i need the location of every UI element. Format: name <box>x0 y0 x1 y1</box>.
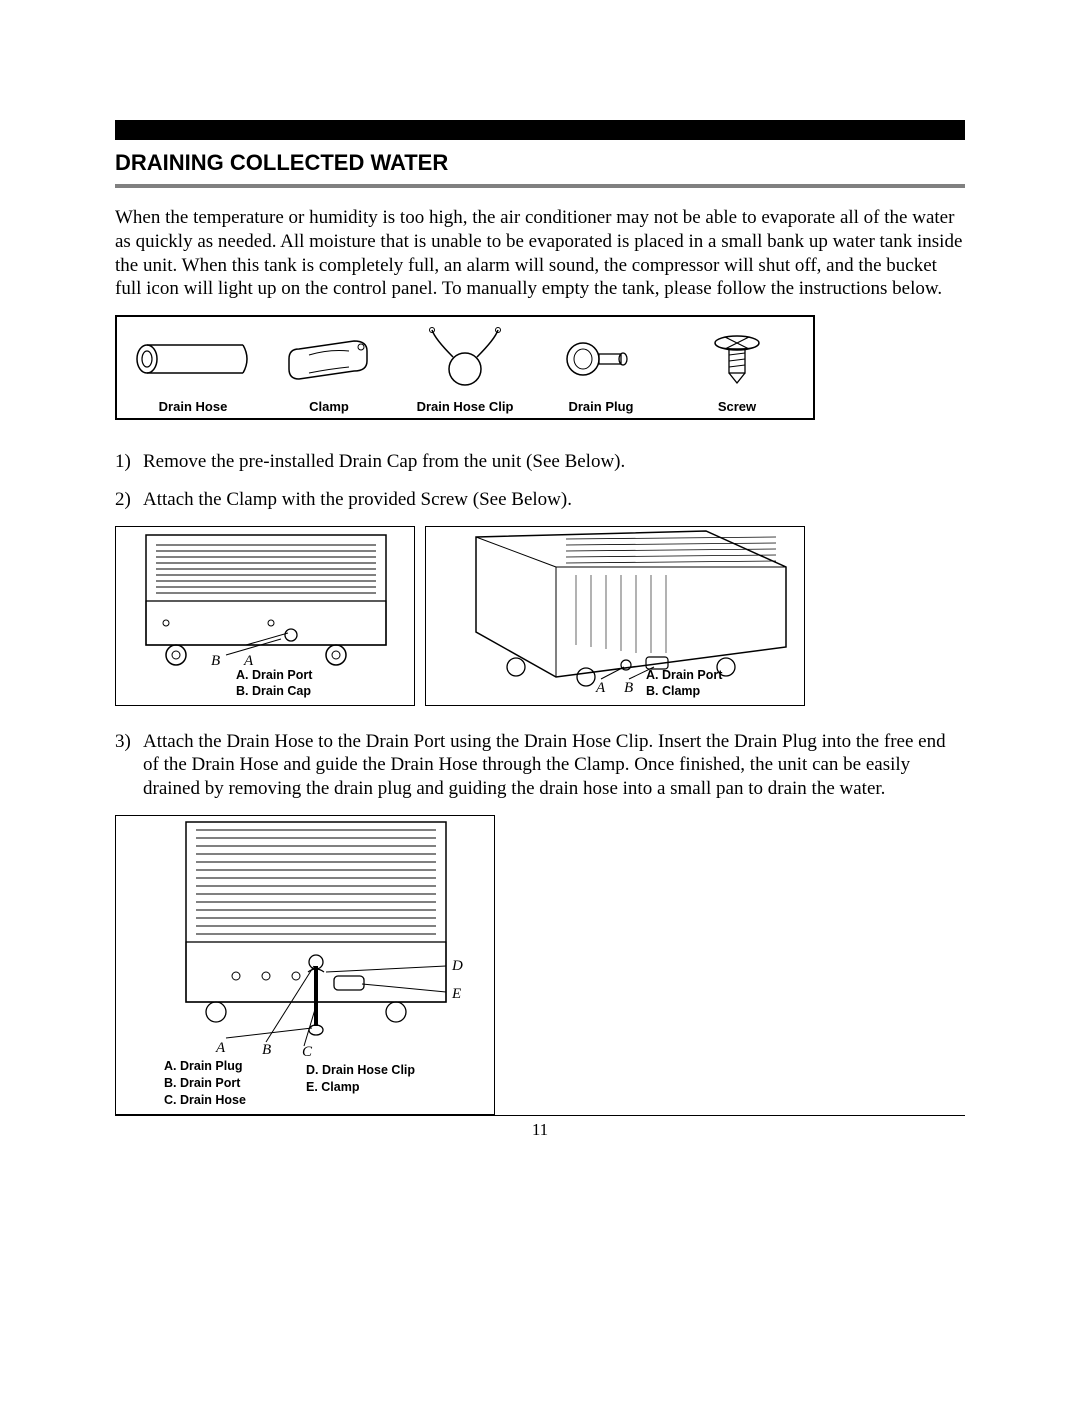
figure-2: A B A. Drain Port B. Clamp <box>425 526 805 706</box>
section-heading: DRAINING COLLECTED WATER <box>115 140 965 184</box>
header-grey-rule <box>115 184 965 188</box>
footer-rule <box>115 1115 965 1116</box>
screw-icon <box>707 329 767 389</box>
manual-page: DRAINING COLLECTED WATER When the temper… <box>0 0 1080 1418</box>
figure-2-marker-b: B <box>624 680 633 696</box>
figure-1-caption-a: A. Drain Port <box>236 667 312 684</box>
figure-3: A B C D E A. Drain Plug B. Drain Port C.… <box>115 815 495 1115</box>
step-1: 1) Remove the pre-installed Drain Cap fr… <box>115 450 965 474</box>
figure-1-caption: A. Drain Port B. Drain Cap <box>236 667 312 701</box>
part-drain-plug: Drain Plug <box>533 323 669 414</box>
step-2: 2) Attach the Clamp with the provided Sc… <box>115 488 965 512</box>
figure-3-caption-b: B. Drain Port <box>164 1075 246 1092</box>
figure-3-caption-c: C. Drain Hose <box>164 1092 246 1109</box>
figure-3-caption-right: D. Drain Hose Clip E. Clamp <box>306 1062 415 1096</box>
figure-3-marker-e: E <box>451 986 461 1002</box>
figure-3-marker-b: B <box>262 1042 271 1058</box>
figure-2-drawing: A B <box>426 527 806 707</box>
part-screw: Screw <box>669 323 805 414</box>
figure-3-caption-d: D. Drain Hose Clip <box>306 1062 415 1079</box>
part-label: Drain Hose Clip <box>417 399 514 414</box>
figure-1-caption-b: B. Drain Cap <box>236 683 312 700</box>
drain-hose-clip-icon <box>420 324 510 394</box>
parts-strip: Drain Hose Clamp <box>115 315 815 420</box>
step-text: Attach the Drain Hose to the Drain Port … <box>143 730 965 801</box>
step-number: 2) <box>115 488 143 512</box>
figure-2-caption-a: A. Drain Port <box>646 667 722 684</box>
part-label: Clamp <box>309 399 349 414</box>
step-text: Attach the Clamp with the provided Screw… <box>143 488 965 512</box>
figure-row: B A A. Drain Port B. Drain Cap <box>115 526 965 706</box>
part-label: Drain Plug <box>568 399 633 414</box>
step-3: 3) Attach the Drain Hose to the Drain Po… <box>115 730 965 801</box>
figure-2-caption: A. Drain Port B. Clamp <box>646 667 722 701</box>
figure-2-marker-a: A <box>595 680 606 696</box>
figure-3-marker-c: C <box>302 1044 313 1060</box>
part-drain-hose: Drain Hose <box>125 323 261 414</box>
step-text: Remove the pre-installed Drain Cap from … <box>143 450 965 474</box>
drain-plug-icon <box>561 334 641 384</box>
intro-paragraph: When the temperature or humidity is too … <box>115 206 965 301</box>
drain-hose-icon <box>133 334 253 384</box>
figure-3-caption-e: E. Clamp <box>306 1079 415 1096</box>
part-drain-hose-clip: Drain Hose Clip <box>397 323 533 414</box>
header-black-bar <box>115 120 965 140</box>
step-number: 3) <box>115 730 143 801</box>
steps-list: 1) Remove the pre-installed Drain Cap fr… <box>115 450 965 512</box>
part-label: Screw <box>718 399 756 414</box>
figure-1-marker-b: B <box>211 653 220 669</box>
step-3-block: 3) Attach the Drain Hose to the Drain Po… <box>115 730 965 801</box>
figure-1: B A A. Drain Port B. Drain Cap <box>115 526 415 706</box>
clamp-icon <box>279 329 379 389</box>
figure-3-marker-d: D <box>451 958 463 974</box>
page-number: 11 <box>0 1120 1080 1140</box>
step-number: 1) <box>115 450 143 474</box>
figure-3-marker-a: A <box>215 1040 226 1056</box>
figure-2-caption-b: B. Clamp <box>646 683 722 700</box>
part-clamp: Clamp <box>261 323 397 414</box>
figure-3-caption-a: A. Drain Plug <box>164 1058 246 1075</box>
figure-3-caption-left: A. Drain Plug B. Drain Port C. Drain Hos… <box>164 1058 246 1109</box>
part-label: Drain Hose <box>159 399 228 414</box>
